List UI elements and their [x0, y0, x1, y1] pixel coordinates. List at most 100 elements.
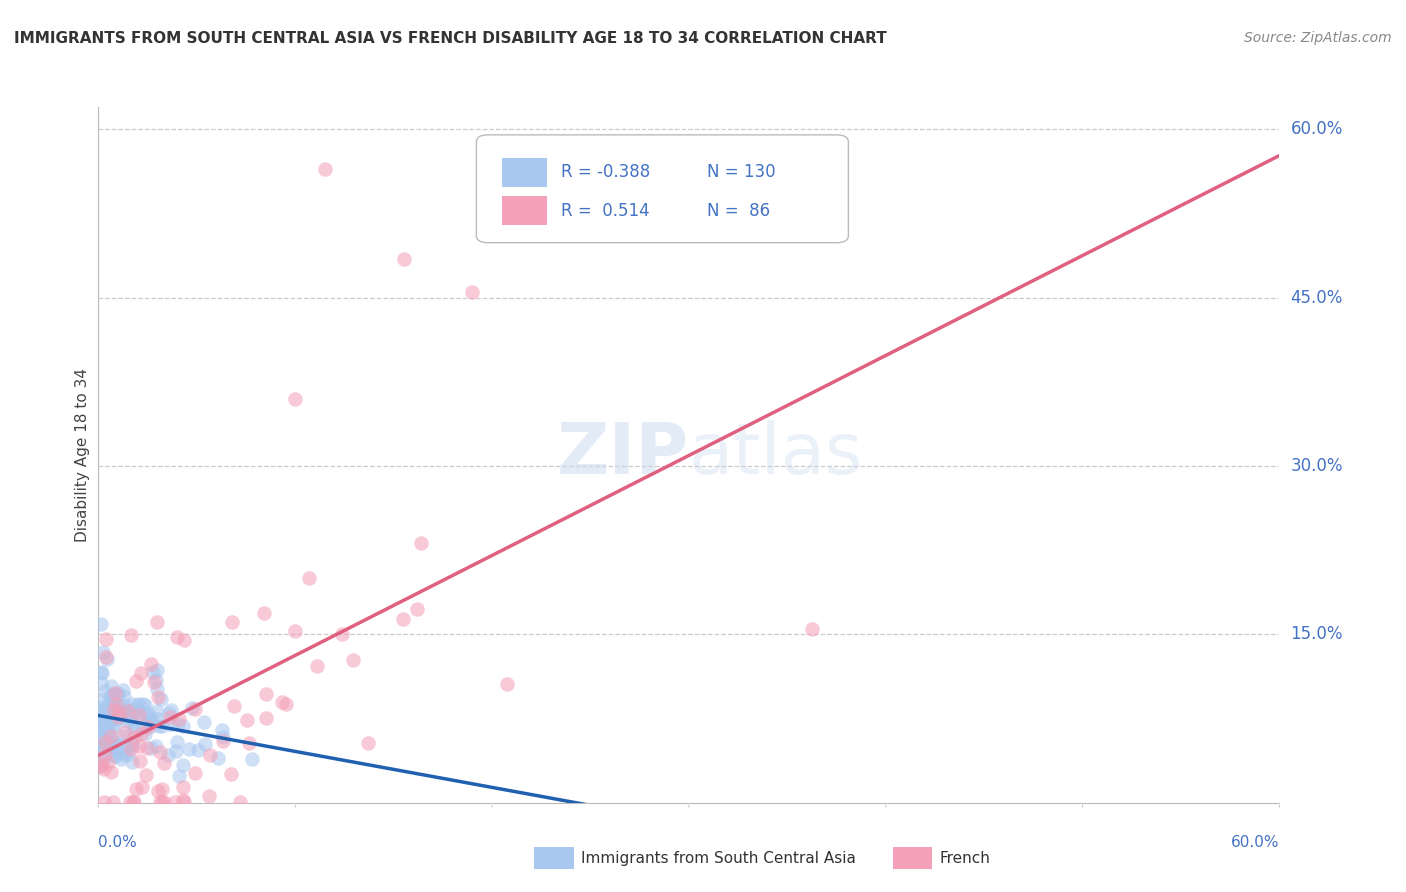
Point — [90, 665, 112, 680]
Point — [150, 719, 173, 733]
Point — [90, 718, 112, 732]
Point — [330, 627, 353, 641]
Point — [172, 757, 194, 772]
Point — [177, 742, 200, 756]
Point — [112, 690, 135, 704]
Point — [153, 795, 176, 809]
Point — [98, 690, 121, 704]
Point — [115, 706, 138, 720]
Text: 15.0%: 15.0% — [1291, 625, 1343, 643]
Point — [89, 741, 111, 756]
Point — [167, 769, 190, 783]
Point — [254, 687, 277, 701]
Point — [100, 714, 122, 729]
Text: 45.0%: 45.0% — [1291, 289, 1343, 307]
Point — [103, 734, 125, 748]
Point — [111, 706, 134, 720]
Point — [136, 740, 159, 755]
Point — [253, 606, 276, 620]
Point — [183, 766, 205, 780]
Point — [145, 673, 167, 687]
Point — [129, 666, 152, 681]
Point — [122, 724, 145, 739]
Point — [91, 723, 114, 738]
Point — [100, 730, 122, 744]
Point — [107, 710, 129, 724]
Point — [100, 744, 122, 758]
Point — [131, 720, 153, 734]
Point — [121, 697, 143, 711]
Point — [207, 751, 229, 765]
Point — [159, 709, 181, 723]
Point — [141, 657, 163, 672]
Point — [91, 645, 114, 659]
Point — [94, 705, 117, 719]
Point — [406, 601, 429, 615]
FancyBboxPatch shape — [477, 135, 848, 243]
Point — [112, 698, 135, 713]
Point — [187, 742, 209, 756]
Point — [159, 717, 181, 731]
Point — [134, 706, 156, 721]
Point — [131, 697, 153, 711]
Point — [90, 700, 112, 714]
Point — [194, 737, 217, 751]
Point — [101, 697, 124, 711]
Text: R = -0.388: R = -0.388 — [561, 163, 651, 181]
Point — [103, 702, 125, 716]
Bar — [502, 158, 547, 187]
Point — [146, 690, 169, 704]
Text: Source: ZipAtlas.com: Source: ZipAtlas.com — [1244, 31, 1392, 45]
Point — [150, 782, 173, 797]
Point — [136, 720, 159, 734]
Point — [97, 700, 120, 714]
Point — [90, 666, 112, 681]
Point — [104, 686, 127, 700]
Point — [105, 701, 128, 715]
Point — [100, 699, 122, 714]
Point — [150, 795, 173, 809]
Point — [96, 732, 118, 747]
Point — [229, 795, 252, 809]
Point — [254, 711, 277, 725]
Point — [107, 711, 129, 725]
Point — [240, 752, 263, 766]
Point — [212, 733, 235, 747]
Point — [298, 571, 321, 585]
Point — [90, 738, 112, 752]
Point — [409, 536, 432, 550]
Point — [114, 737, 136, 751]
Point — [193, 714, 215, 729]
Point — [139, 741, 162, 756]
Point — [219, 766, 242, 780]
Point — [89, 724, 111, 739]
Y-axis label: Disability Age 18 to 34: Disability Age 18 to 34 — [75, 368, 90, 542]
Point — [166, 735, 188, 749]
Point — [165, 743, 187, 757]
Point — [173, 795, 195, 809]
Point — [89, 759, 111, 773]
Point — [149, 745, 172, 759]
Point — [110, 752, 132, 766]
Text: N =  86: N = 86 — [707, 202, 769, 219]
Text: French: French — [939, 851, 990, 865]
Point — [183, 701, 205, 715]
Point — [157, 748, 180, 763]
Point — [357, 736, 380, 750]
Point — [121, 755, 143, 769]
Point — [94, 718, 117, 732]
Text: Immigrants from South Central Asia: Immigrants from South Central Asia — [581, 851, 856, 865]
Point — [138, 714, 160, 728]
Text: 0.0%: 0.0% — [98, 836, 138, 850]
Point — [90, 676, 112, 690]
Point — [89, 759, 111, 773]
Point — [91, 706, 114, 721]
Point — [391, 612, 413, 626]
Point — [173, 633, 195, 648]
Point — [142, 674, 165, 689]
Point — [146, 784, 169, 798]
Point — [94, 701, 117, 715]
Point — [117, 704, 139, 718]
Point — [125, 781, 148, 796]
Point — [89, 714, 111, 728]
